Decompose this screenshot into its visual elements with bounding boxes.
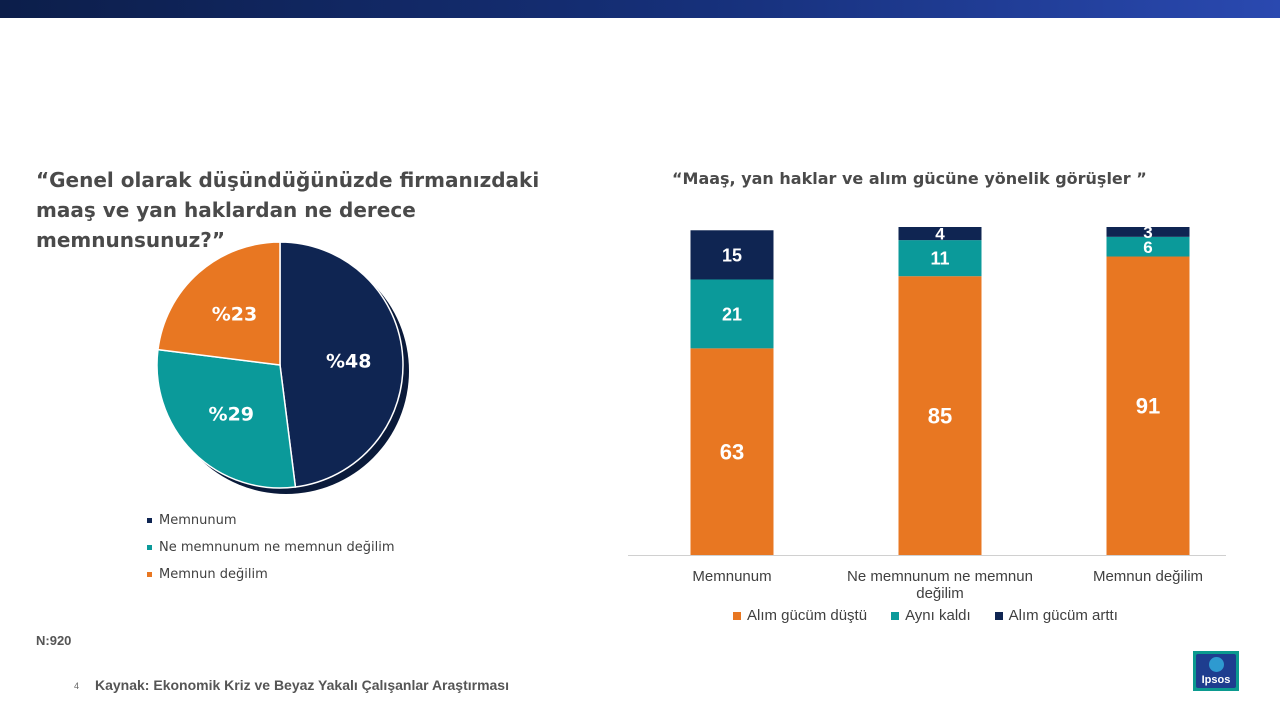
bar-data-label: 85 xyxy=(928,404,952,429)
bar-data-label: 21 xyxy=(722,304,742,324)
bar-segment xyxy=(690,348,774,555)
bar-segment xyxy=(898,227,982,241)
x-tick-label: Memnun değilim xyxy=(1093,568,1203,585)
bar-legend-label: Alım gücüm arttı xyxy=(1008,607,1118,624)
bar-data-label: 3 xyxy=(1143,223,1152,242)
bar-legend-item-ayni-kaldi: Aynı kaldı xyxy=(891,607,971,624)
pie-data-label: %23 xyxy=(212,303,257,325)
pie-legend-label: Memnunum xyxy=(159,513,237,528)
x-tick-label: Memnunum xyxy=(692,568,771,585)
bar-segment xyxy=(898,240,982,277)
bar-data-label: 11 xyxy=(930,249,949,269)
bar-data-label: 63 xyxy=(720,440,744,465)
pie-legend-label: Memnun değilim xyxy=(159,567,268,582)
bar-legend: Alım gücüm düştü Aynı kaldı Alım gücüm a… xyxy=(733,607,1142,624)
bar-chart-title: “Maaş, yan haklar ve alım gücüne yönelik… xyxy=(672,169,1147,188)
pie-legend-label: Ne memnunum ne memnun değilim xyxy=(159,540,395,555)
pie-chart: %48 %29 %23 xyxy=(156,241,409,494)
pie-legend-item-memnun-degilim: Memnun değilim xyxy=(147,561,394,588)
pie-legend: Memnunum Ne memnunum ne memnun değilim M… xyxy=(147,507,394,588)
bar-data-label: 15 xyxy=(722,245,742,265)
bar-segment xyxy=(690,230,774,280)
bar-legend-item-alim-gucum-artti: Alım gücüm arttı xyxy=(994,607,1118,624)
pie-legend-item-memnunum: Memnunum xyxy=(147,507,394,534)
bar-data-label: 6 xyxy=(1143,238,1152,257)
pie-slice-memnun-de-ilim xyxy=(157,241,281,366)
bar-segment xyxy=(898,276,982,555)
bar-segment xyxy=(1106,236,1190,257)
stacked-bar-chart: 63 21 15 Memnunum 85 11 4 Ne memnunum ne memnun… xyxy=(628,223,1226,602)
ipsos-logo: Ipsos xyxy=(1193,651,1239,691)
sample-size: N:920 xyxy=(36,633,72,648)
source-note: Kaynak: Ekonomik Kriz ve Beyaz Yakalı Ça… xyxy=(95,677,509,693)
pie-data-label: %48 xyxy=(326,351,371,373)
bar-legend-label: Aynı kaldı xyxy=(905,607,971,624)
bar-data-label: 91 xyxy=(1136,394,1160,419)
pie-legend-item-ne-memnunum: Ne memnunum ne memnun değilim xyxy=(147,534,394,561)
bar-segment xyxy=(690,279,774,349)
x-tick-label: Ne memnunum ne memnun değilim xyxy=(847,568,1033,602)
bar-legend-item-alim-gucum-dustu: Alım gücüm düştü xyxy=(733,607,867,624)
pie-slice-ne-memnunum-ne-memnun-de-ilim xyxy=(156,348,297,489)
logo-text: Ipsos xyxy=(1201,674,1231,686)
bar-segment xyxy=(1106,256,1190,555)
page-number: 4 xyxy=(74,681,80,691)
bar-segment xyxy=(1106,227,1190,237)
bar-data-label: 4 xyxy=(935,225,945,244)
pie-chart-title: “Genel olarak düşündüğünüzde firmanızdak… xyxy=(36,168,540,252)
pie-slice-memnunum xyxy=(279,241,404,488)
top-banner xyxy=(0,0,1280,18)
bar-legend-label: Alım gücüm düştü xyxy=(747,607,868,624)
pie-data-label: %29 xyxy=(209,404,254,426)
